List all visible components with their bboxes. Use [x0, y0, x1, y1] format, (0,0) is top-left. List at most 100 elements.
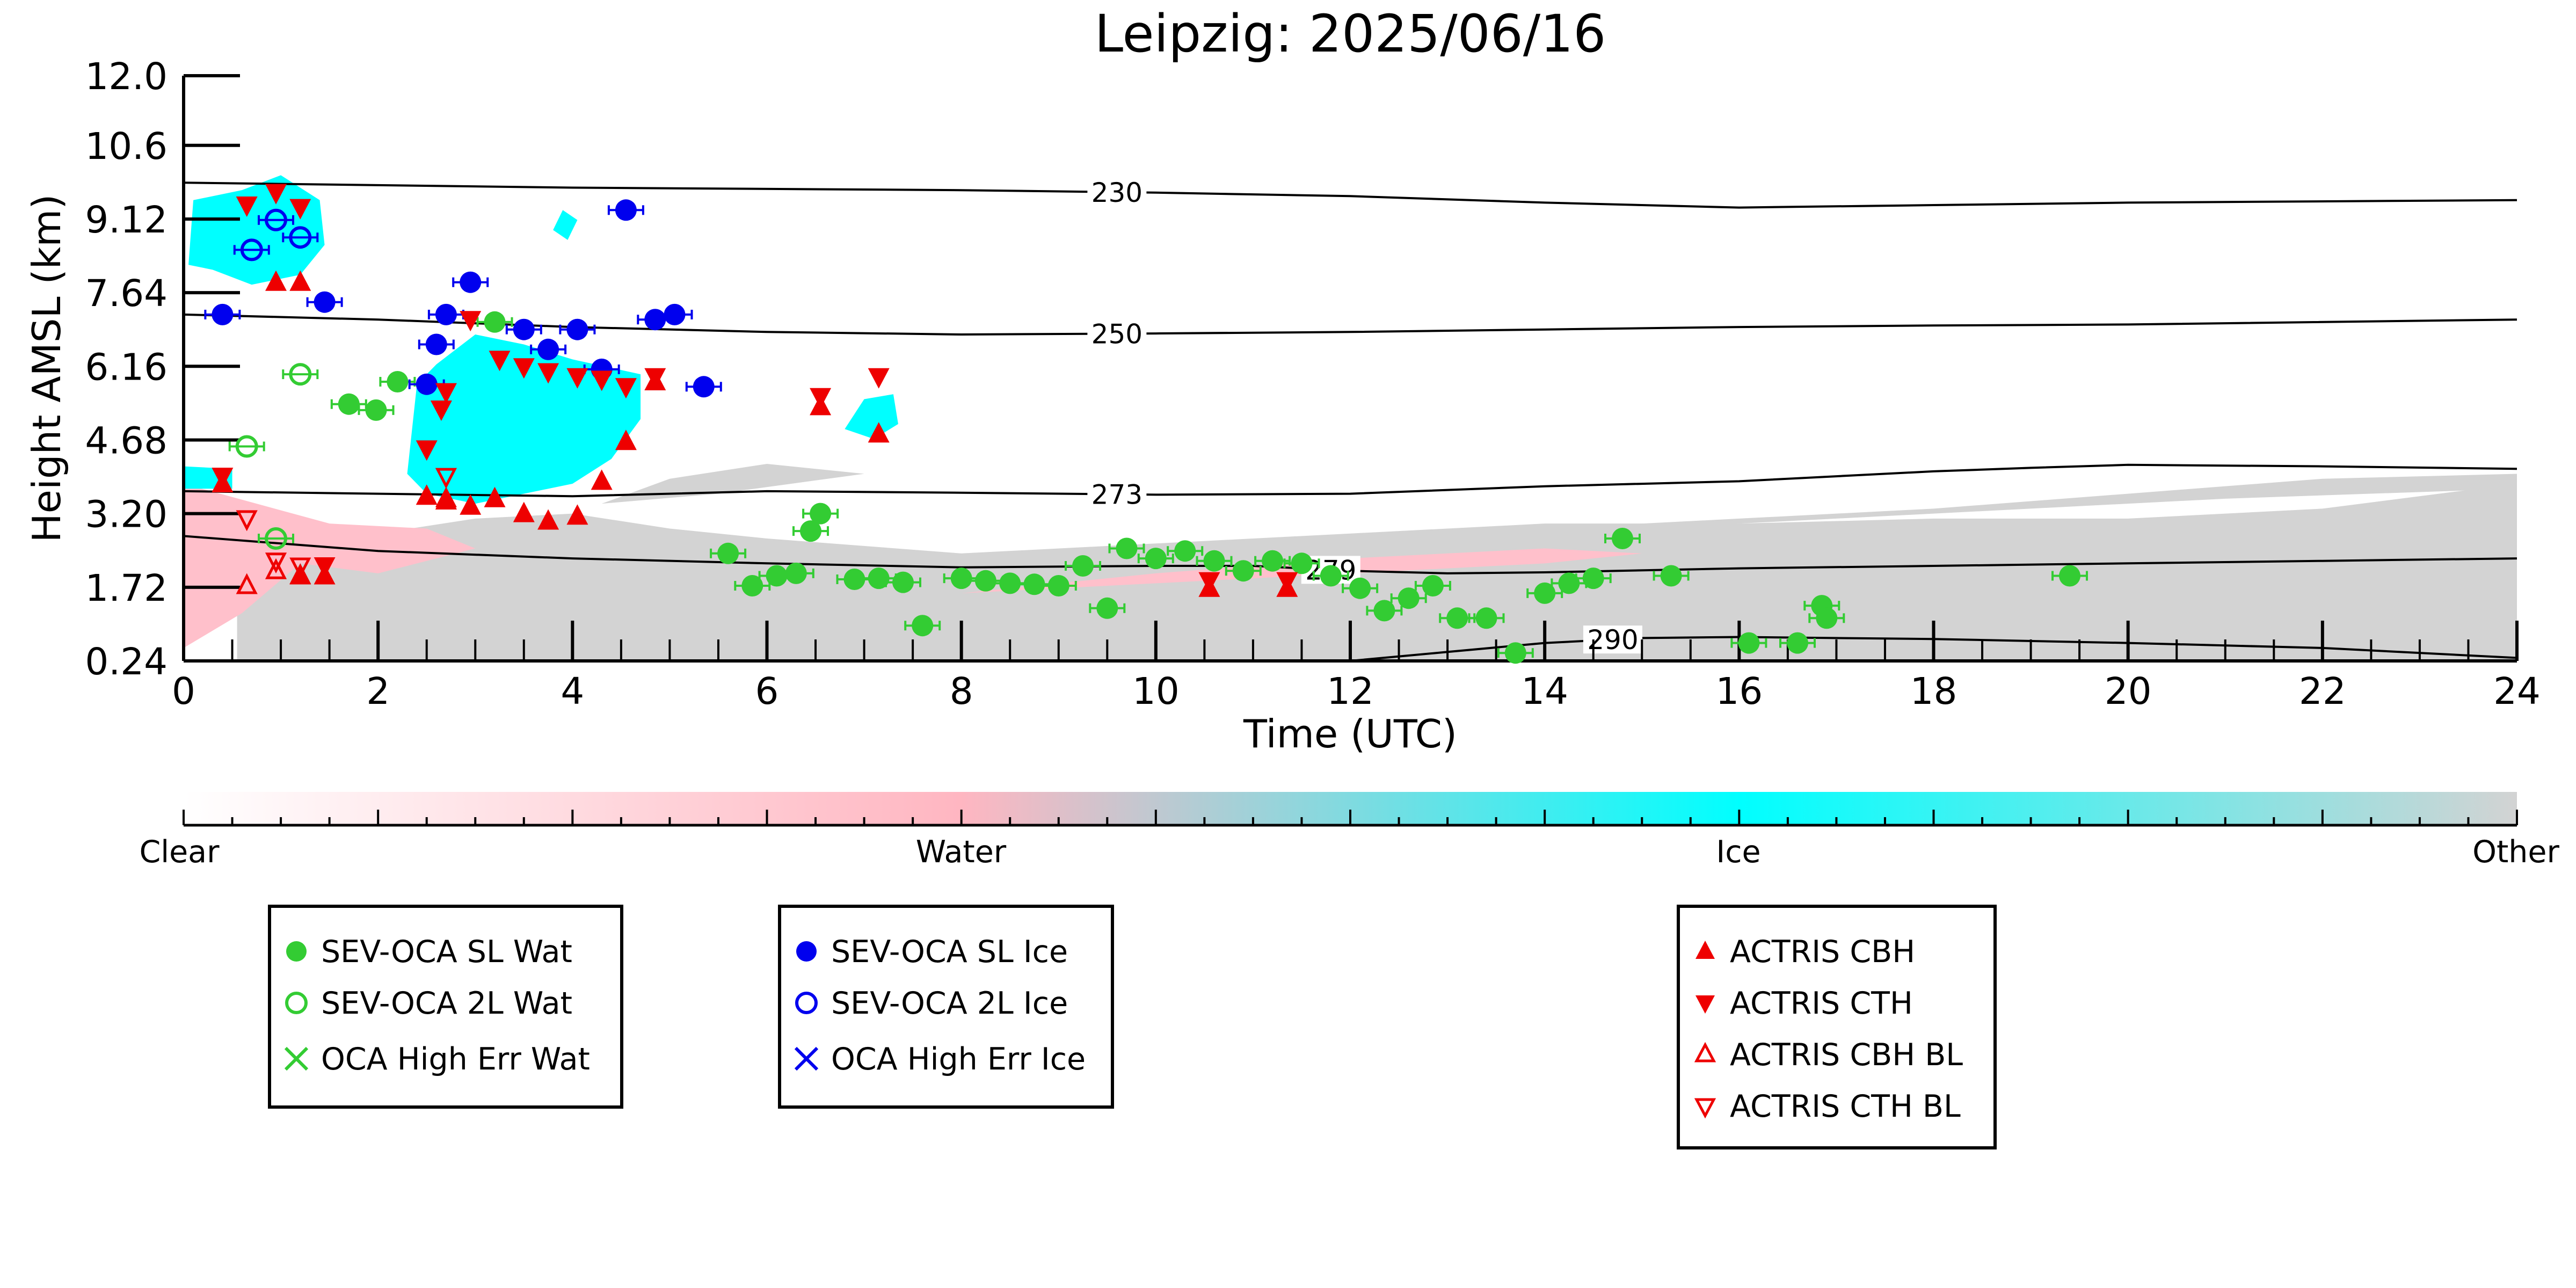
marker-circle	[912, 615, 934, 637]
series-1-point	[258, 527, 294, 550]
series-3-point	[505, 318, 542, 340]
legend-marker-cbh	[1695, 941, 1715, 959]
marker-circle-open	[235, 435, 258, 458]
marker-triangle	[644, 368, 666, 389]
marker-triangle	[435, 468, 457, 489]
x-tick-label: 22	[2299, 670, 2346, 713]
series-0-point	[1016, 573, 1053, 595]
series-7-point	[314, 557, 336, 578]
marker-triangle	[484, 486, 506, 507]
marker-circle	[1023, 573, 1045, 595]
legend-marker-2l-wat	[285, 992, 308, 1014]
marker-circle	[785, 562, 807, 584]
marker-circle	[1612, 528, 1633, 549]
marker-circle	[484, 311, 506, 333]
series-0-point	[1468, 607, 1505, 629]
colorbar-label-clear: Clear	[139, 834, 220, 870]
marker-circle	[212, 303, 234, 325]
series-0-point	[1342, 577, 1379, 599]
series-7-point	[435, 383, 457, 404]
marker-triangle	[460, 311, 482, 332]
marker-circle	[338, 393, 360, 415]
series-4-point	[282, 226, 319, 249]
classification-region-other	[601, 463, 864, 504]
marker-circle	[1504, 642, 1526, 664]
marker-triangle	[513, 501, 535, 522]
y-tick-label: 4.68	[85, 419, 168, 462]
marker-circle	[1174, 540, 1196, 562]
contour-label-230: 230	[1091, 177, 1143, 208]
classification-region-ice	[188, 175, 325, 285]
series-7-point	[460, 311, 482, 332]
marker-circle	[741, 575, 763, 596]
series-7-point	[513, 358, 535, 379]
y-tick-label: 12.0	[85, 55, 168, 98]
series-6-point	[615, 430, 637, 450]
contour-label-273: 273	[1091, 479, 1143, 511]
marker-circle	[1203, 550, 1225, 572]
classification-region-ice	[845, 394, 898, 439]
marker-circle	[1072, 555, 1094, 577]
marker-triangle	[314, 557, 336, 578]
legend-label: ACTRIS CBH BL	[1730, 1037, 1963, 1073]
marker-circle	[800, 520, 821, 542]
x-tick-label: 24	[2493, 670, 2541, 713]
marker-circle-open	[240, 238, 263, 261]
marker-triangle	[236, 197, 258, 217]
series-8-point	[236, 573, 258, 594]
series-0-point	[904, 615, 941, 637]
x-tick-label: 18	[1910, 670, 1958, 713]
legend-label: OCA High Err Wat	[321, 1042, 590, 1077]
colorbar-label-water: Water	[916, 834, 1007, 870]
marker-circle	[537, 338, 559, 360]
marker-circle	[766, 565, 788, 587]
series-0-point	[1653, 565, 1690, 587]
legend-label: SEV-OCA SL Wat	[321, 934, 572, 970]
series-6-point	[566, 504, 588, 525]
marker-triangle	[236, 573, 258, 594]
series-7-point	[430, 401, 452, 421]
y-tick-label: 10.6	[85, 125, 168, 168]
series-6-point	[265, 270, 287, 291]
colorbar-label-ice: Ice	[1716, 834, 1760, 870]
marker-circle	[416, 373, 438, 395]
series-9-point	[236, 510, 258, 532]
series-0-point	[1040, 575, 1077, 596]
y-tick-label: 9.12	[85, 199, 168, 242]
marker-circle	[425, 333, 447, 355]
y-axis-label: Height AMSL (km)	[24, 194, 69, 543]
legend-label: ACTRIS CTH	[1730, 986, 1913, 1021]
series-8-point	[265, 558, 287, 579]
legend-marker-cth-bl	[1694, 1098, 1716, 1119]
colorbar-ticks	[183, 810, 2518, 827]
marker-triangle	[591, 370, 613, 391]
series-9-point	[435, 468, 457, 489]
legend-label: SEV-OCA SL Ice	[831, 934, 1068, 970]
marker-triangle	[537, 509, 559, 530]
marker-circle-open	[265, 208, 287, 231]
series-0-point	[2051, 565, 2088, 587]
legend-label: SEV-OCA 2L Wat	[321, 986, 572, 1021]
series-7-point	[212, 468, 234, 489]
series-3-point	[530, 338, 567, 360]
x-tick-label: 4	[561, 670, 584, 713]
series-0-point	[330, 393, 367, 415]
marker-triangle	[615, 430, 637, 450]
marker-circle	[1320, 565, 1342, 587]
legend-marker-sl-ice	[796, 941, 817, 962]
x-tick-label: 2	[366, 670, 390, 713]
series-4-point	[258, 208, 294, 231]
marker-triangle	[416, 484, 438, 505]
series-3-point	[306, 291, 343, 313]
marker-circle	[1446, 607, 1468, 629]
y-tick-label: 7.64	[85, 272, 168, 315]
series-7-point	[810, 388, 832, 409]
marker-circle	[1373, 600, 1395, 622]
series-6-point	[513, 501, 535, 522]
series-0-point	[1551, 572, 1588, 594]
series-0-point	[1414, 575, 1451, 596]
contour-label-bg	[1087, 178, 1147, 206]
legend-label: OCA High Err Ice	[831, 1042, 1086, 1077]
legend-water: SEV-OCA SL Wat SEV-OCA 2L Wat OCA High E…	[268, 905, 623, 1109]
marker-circle-open	[265, 527, 287, 550]
